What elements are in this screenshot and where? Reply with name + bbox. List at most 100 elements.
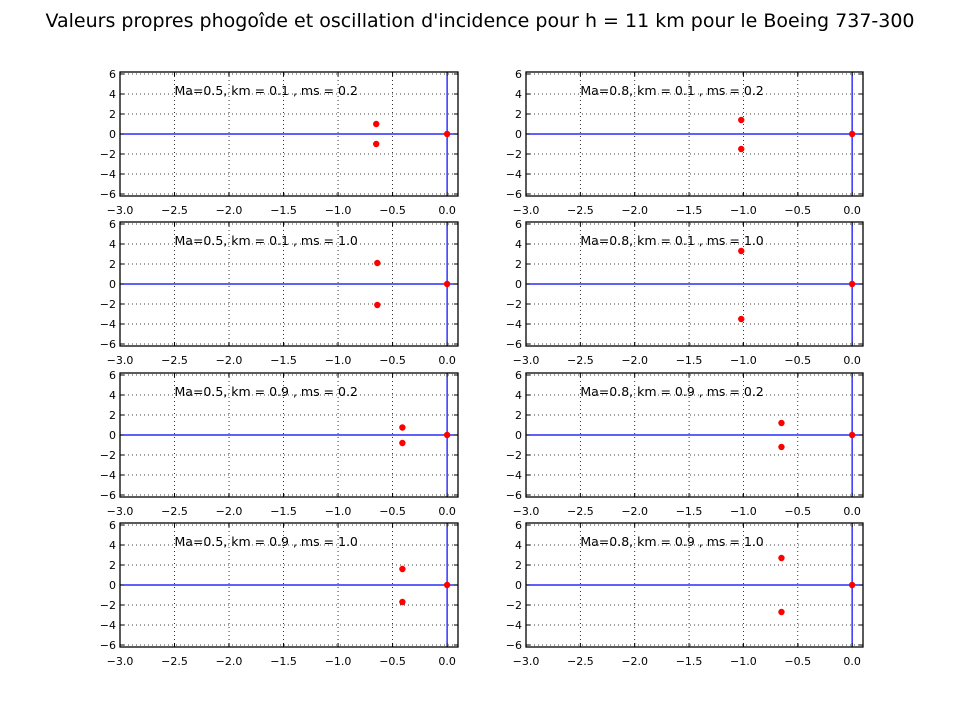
x-tick-label: −1.0 [730,354,757,367]
x-tick-label: −2.0 [621,204,648,217]
y-tick-label: 2 [109,409,116,422]
x-tick-label: −2.0 [216,204,243,217]
x-tick-label: 0.0 [438,505,456,518]
y-tick-label: −4 [506,168,522,181]
eigenvalue-point [778,554,785,562]
y-tick-label: 6 [109,519,116,532]
x-tick-label: −1.0 [325,655,352,668]
y-tick-label: 0 [109,128,116,141]
y-tick-label: −4 [100,619,116,632]
x-tick-label: −1.5 [270,354,297,367]
subplot-frame [525,221,864,347]
y-tick-label: −2 [100,449,116,462]
x-tick-label: −1.0 [730,204,757,217]
subplot-annotation: Ma=0.5, km = 0.9 , ms = 0.2 [175,384,358,399]
eigenvalue-point [399,439,406,447]
eigenvalue-point [373,140,380,148]
subplot-annotation: Ma=0.8, km = 0.9 , ms = 1.0 [580,534,763,549]
eigenvalue-point [374,301,381,309]
y-tick-label: −4 [100,469,116,482]
x-tick-label: −2.0 [621,354,648,367]
eigenvalue-point [374,259,381,267]
y-tick-label: 0 [515,429,522,442]
eigenvalue-point [778,608,785,616]
x-tick-label: −2.5 [161,655,188,668]
x-tick-label: −3.0 [513,505,540,518]
x-tick-label: −3.0 [107,354,134,367]
x-tick-label: 0.0 [843,204,861,217]
x-tick-label: −1.0 [325,505,352,518]
x-tick-label: −0.5 [784,655,811,668]
subplot-annotation: Ma=0.5, km = 0.1 , ms = 1.0 [175,233,358,248]
y-tick-label: 4 [515,539,522,552]
x-tick-label: −1.5 [270,505,297,518]
subplot-annotation: Ma=0.8, km = 0.9 , ms = 0.2 [580,384,763,399]
y-tick-label: −2 [100,148,116,161]
x-tick-label: −3.0 [107,505,134,518]
y-tick-label: 0 [109,278,116,291]
y-tick-label: −6 [506,338,522,351]
y-tick-label: 0 [515,128,522,141]
x-tick-label: −1.0 [730,505,757,518]
x-tick-label: −1.5 [676,505,703,518]
y-tick-label: 6 [515,218,522,231]
eigenvalue-point [848,280,856,288]
x-tick-label: −3.0 [107,204,134,217]
eigenvalue-point [848,581,856,589]
subplot-7: −3.0 −2.5 −2.0 −1.5 −1.0 −0.5 0.0 −6 −4 −2 0 2 4 6 Ma=… [100,519,459,668]
x-tick-label: −3.0 [513,354,540,367]
x-tick-label: −2.0 [621,655,648,668]
y-tick-label: 4 [515,389,522,402]
subplot-frame [119,71,459,197]
y-tick-label: 0 [109,579,116,592]
x-tick-label: −2.0 [216,354,243,367]
x-tick-label: −0.5 [784,354,811,367]
subplot-frame [525,372,864,498]
eigenvalue-point [738,145,745,153]
y-tick-label: −4 [506,318,522,331]
eigenvalue-point [399,565,406,573]
y-tick-label: 0 [515,278,522,291]
subplot-8: −3.0 −2.5 −2.0 −1.5 −1.0 −0.5 0.0 −6 −4 −2 0 2 4 6 Ma=… [506,519,864,668]
y-tick-label: 6 [109,369,116,382]
eigenvalue-point [848,431,856,439]
y-tick-label: −4 [100,318,116,331]
x-tick-label: 0.0 [438,204,456,217]
subplot-annotation: Ma=0.8, km = 0.1 , ms = 0.2 [580,83,763,98]
eigenvalue-point [778,443,785,451]
subplot-5: −3.0 −2.5 −2.0 −1.5 −1.0 −0.5 0.0 −6 −4 −2 0 2 4 6 Ma=… [100,369,459,518]
x-tick-label: −1.5 [676,354,703,367]
y-tick-label: 2 [515,559,522,572]
x-tick-label: −0.5 [379,354,406,367]
y-tick-label: −4 [506,619,522,632]
x-tick-label: −2.5 [567,655,594,668]
y-tick-label: −6 [100,489,116,502]
x-tick-label: −1.5 [676,204,703,217]
eigenvalue-point [399,598,406,606]
eigenvalue-point [738,116,745,124]
eigenvalue-point [443,130,451,138]
x-tick-label: 0.0 [843,354,861,367]
y-tick-label: 2 [515,108,522,121]
y-tick-label: 2 [109,559,116,572]
x-tick-label: 0.0 [438,655,456,668]
x-tick-label: −0.5 [784,204,811,217]
y-tick-label: −6 [100,639,116,652]
x-tick-label: −3.0 [107,655,134,668]
x-tick-label: −2.5 [161,204,188,217]
x-tick-label: 0.0 [843,655,861,668]
x-tick-label: −2.5 [567,204,594,217]
y-tick-label: 4 [109,238,116,251]
x-tick-label: −2.5 [567,505,594,518]
eigenvalue-point [443,280,451,288]
y-tick-label: −2 [100,599,116,612]
y-tick-label: −6 [506,639,522,652]
y-tick-label: −2 [506,148,522,161]
eigenvalue-point [443,581,451,589]
y-tick-label: 0 [515,579,522,592]
y-tick-label: 6 [515,519,522,532]
y-tick-label: 4 [109,88,116,101]
subplot-frame [119,221,459,347]
subplot-2: −3.0 −2.5 −2.0 −1.5 −1.0 −0.5 0.0 −6 −4 −2 0 2 4 6 Ma=… [506,68,864,217]
